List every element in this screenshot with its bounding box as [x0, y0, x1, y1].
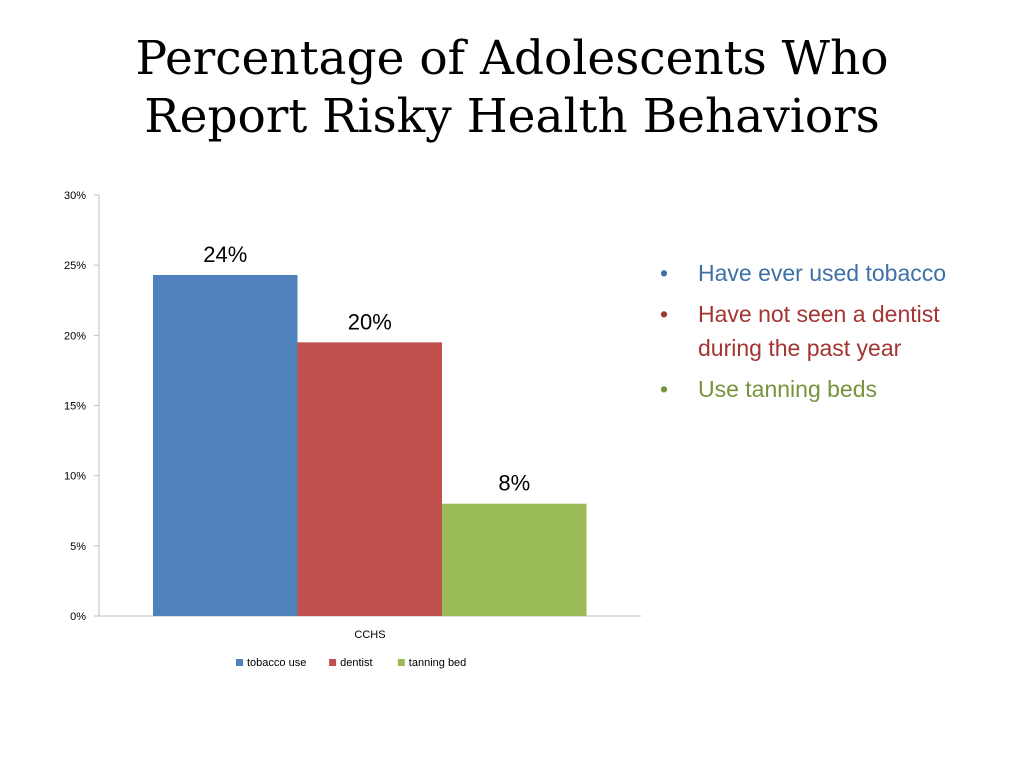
bullet-text-tobacco: Have ever used tobacco	[698, 260, 947, 286]
bullet-text-tanning: Use tanning beds	[698, 376, 878, 402]
bullet-dot-icon: •	[660, 260, 669, 286]
bullet-item-dentist: • Have not seen a dentist during the pas…	[658, 297, 978, 365]
bar-tanning-bed	[442, 503, 587, 616]
bullet-dot-icon: •	[660, 301, 669, 327]
legend-swatch-dentist	[329, 659, 337, 666]
legend-label-tobacco-use: tobacco use	[247, 657, 306, 669]
y-tick-label: 25%	[64, 260, 86, 272]
bullet-dot-icon: •	[660, 376, 669, 402]
data-label-dentist: 20%	[348, 309, 392, 334]
bar-tobacco-use	[153, 274, 298, 616]
slide-title: Percentage of Adolescents Who Report Ris…	[0, 30, 1024, 146]
slide-title-line-2: Report Risky Health Behaviors	[144, 89, 880, 144]
y-tick-label: 0%	[70, 611, 86, 623]
y-tick-label: 10%	[64, 471, 86, 483]
legend-bullet-list: • Have ever used tobacco • Have not seen…	[658, 256, 978, 413]
legend-swatch-tanning-bed	[397, 659, 405, 666]
slide-title-line-1: Percentage of Adolescents Who	[135, 31, 889, 86]
y-tick-label: 20%	[64, 330, 86, 342]
y-tick-label: 15%	[64, 401, 86, 413]
y-tick-label: 5%	[70, 541, 86, 553]
bullet-item-tanning: • Use tanning beds	[658, 372, 978, 406]
data-label-tanning-bed: 8%	[498, 471, 530, 496]
bullet-item-tobacco: • Have ever used tobacco	[658, 256, 978, 290]
legend-swatch-tobacco-use	[236, 659, 243, 666]
legend-label-tanning-bed: tanning bed	[409, 657, 467, 669]
data-label-tobacco-use: 24%	[203, 242, 247, 267]
x-category-label: CCHS	[354, 629, 385, 641]
legend-label-dentist: dentist	[340, 657, 372, 669]
bullet-text-dentist: Have not seen a dentist during the past …	[698, 301, 940, 361]
y-tick-label: 30%	[64, 190, 86, 202]
bar-dentist	[297, 342, 442, 616]
